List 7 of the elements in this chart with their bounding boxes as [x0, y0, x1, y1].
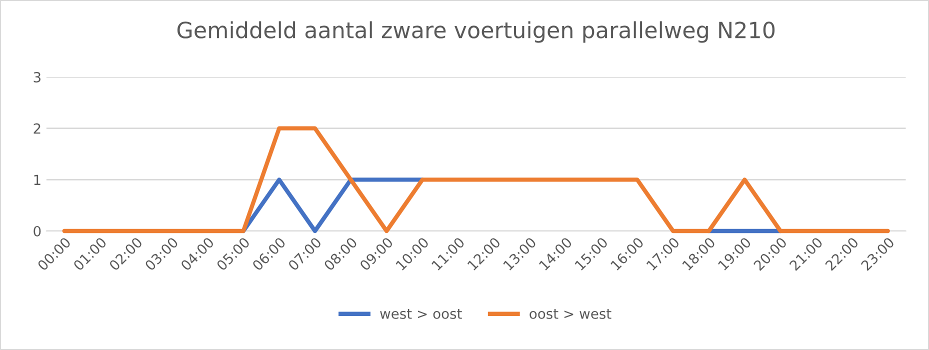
y-tick-label: 0 — [34, 226, 41, 236]
legend-label: oost > west — [530, 308, 612, 319]
y-tick-label: 1 — [34, 174, 40, 185]
y-tick-label: 3 — [34, 72, 40, 82]
legend-label: west > oost — [380, 308, 462, 319]
y-tick-label: 2 — [34, 123, 40, 134]
chart-title: Gemiddeld aantal zware voertuigen parallelweg N210 — [177, 21, 775, 43]
